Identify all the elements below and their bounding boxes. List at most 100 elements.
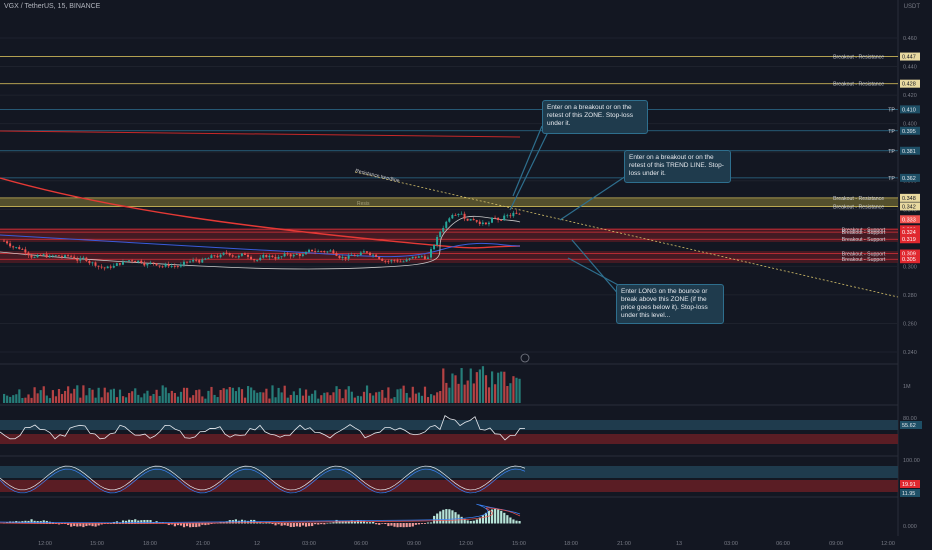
x-tick-label: 21:00 — [617, 541, 631, 547]
volume-bar — [274, 397, 277, 403]
volume-bar — [137, 394, 140, 403]
x-tick-label: 15:00 — [90, 541, 104, 547]
x-tick-label: 03:00 — [724, 541, 738, 547]
volume-bar — [219, 390, 222, 403]
volume-bar — [79, 397, 82, 403]
candle — [134, 261, 137, 263]
candle — [356, 255, 359, 257]
macd-histogram-bar — [472, 520, 475, 524]
candle — [112, 265, 115, 268]
macd-histogram-bar — [283, 523, 286, 526]
macd-histogram-bar — [408, 523, 411, 527]
candle — [115, 263, 118, 266]
volume-bar — [344, 389, 347, 403]
macd-histogram-bar — [390, 523, 393, 526]
volume-bar — [335, 386, 338, 403]
volume-bar — [240, 389, 244, 403]
macd-histogram-bar — [353, 520, 356, 524]
macd-histogram-bar — [326, 522, 329, 524]
macd-histogram-bar — [463, 518, 466, 524]
red-line — [0, 130, 521, 138]
candle — [481, 222, 484, 225]
candle — [472, 218, 475, 221]
macd-histogram-bar — [387, 523, 390, 527]
volume-bar — [30, 397, 33, 403]
macd-histogram-bar — [454, 512, 457, 524]
candle — [512, 212, 515, 217]
volume-bar — [170, 390, 173, 403]
macd-histogram-bar — [369, 522, 372, 524]
volume-bar — [234, 391, 237, 403]
tp-price: 0.381 — [902, 149, 916, 155]
candle — [67, 255, 70, 257]
macd-histogram-bar — [134, 519, 137, 524]
candle — [439, 231, 442, 237]
volume-bar — [381, 389, 384, 403]
volume-bar — [487, 387, 491, 403]
volume-bar — [73, 388, 76, 403]
candle — [100, 266, 103, 268]
resistance-price-tag — [900, 202, 920, 211]
stoch-d-value: 11.95 — [902, 491, 915, 497]
candle — [463, 213, 466, 219]
volume-bar — [341, 398, 344, 403]
rsi-value: 55.62 — [902, 423, 916, 429]
volume-bar — [115, 397, 119, 403]
volume-bar — [42, 386, 45, 403]
candle — [320, 251, 323, 252]
stoch-k-tag — [900, 480, 920, 488]
candle — [176, 266, 179, 267]
macd-histogram-bar — [329, 522, 332, 524]
candle — [329, 250, 332, 252]
y-tick-label: 0.280 — [903, 293, 917, 299]
candle — [189, 261, 192, 263]
volume-bar — [402, 385, 405, 403]
support-label: Breakout - Support — [842, 230, 886, 236]
candle — [204, 258, 207, 260]
candle — [48, 255, 51, 258]
candle — [225, 252, 228, 254]
volume-bar — [134, 388, 137, 403]
volume-bar — [298, 388, 302, 403]
candle — [36, 254, 39, 258]
macd-histogram-bar — [436, 513, 439, 524]
macd-histogram-bar — [372, 521, 375, 524]
macd-histogram-bar — [73, 523, 76, 527]
candle — [487, 222, 490, 225]
candle — [131, 260, 134, 262]
candle — [161, 266, 164, 268]
volume-bar — [67, 386, 70, 403]
volume-bar — [36, 393, 39, 403]
candle — [140, 260, 143, 263]
volume-bar — [463, 384, 466, 403]
candle — [118, 263, 121, 265]
macd-histogram-bar — [362, 520, 366, 524]
resistance-price: 0.342 — [902, 204, 916, 210]
macd-histogram-bar — [262, 522, 265, 524]
macd-histogram-bar — [91, 523, 94, 527]
candle — [475, 220, 478, 222]
candle — [228, 253, 231, 256]
macd-histogram-bar — [320, 523, 323, 525]
volume-bar — [515, 377, 518, 403]
volume-bar — [320, 395, 323, 403]
candle — [243, 253, 246, 255]
tp-price: 0.410 — [902, 107, 916, 113]
candle — [73, 256, 76, 259]
macd-histogram-bar — [344, 520, 347, 524]
resistance-price-tag — [900, 79, 920, 88]
macd-histogram-bar — [332, 522, 335, 524]
candle — [6, 241, 9, 244]
volume-bar — [91, 389, 94, 403]
candle — [192, 259, 195, 262]
candle — [253, 259, 256, 261]
candle — [384, 260, 387, 262]
volume-bar — [378, 391, 381, 403]
candle — [167, 264, 170, 267]
macd-histogram-bar — [442, 509, 445, 524]
candle — [518, 213, 521, 215]
volume-bar — [390, 398, 393, 403]
resistance-price-tag — [900, 193, 920, 202]
candle — [417, 256, 420, 258]
